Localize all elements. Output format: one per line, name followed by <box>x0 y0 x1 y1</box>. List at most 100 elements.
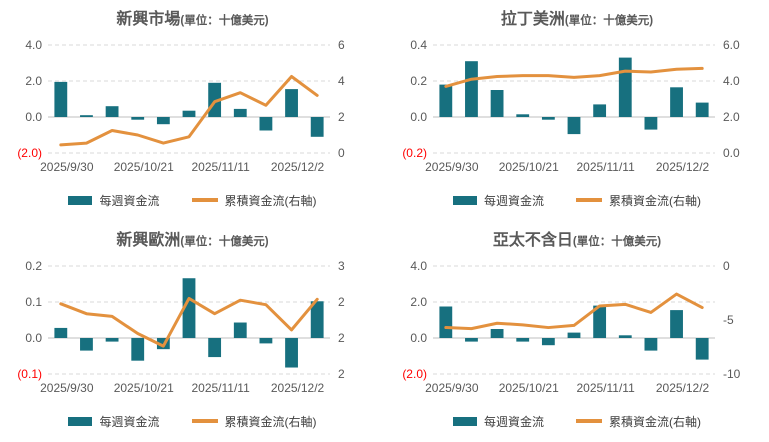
weekly-flow-bar <box>670 87 683 117</box>
left-axis-tick-label: 0.1 <box>25 295 42 309</box>
weekly-flow-bar <box>516 114 530 117</box>
weekly-flow-bar <box>567 117 581 135</box>
right-axis-tick-label: -10 <box>723 367 741 381</box>
weekly-flow-bar <box>695 102 709 117</box>
bar-legend-label: 每週資金流 <box>99 414 160 429</box>
legend: 每週資金流 累積資金流(右軸) <box>385 187 769 213</box>
line-legend-label: 累積資金流(右軸) <box>609 193 701 208</box>
weekly-flow-bar <box>233 322 247 338</box>
left-axis-tick-label: (2.0) <box>402 367 427 381</box>
right-axis-tick-label: 2 <box>338 295 345 309</box>
right-axis-tick-label: 3 <box>338 259 345 273</box>
right-axis-tick-label: 2 <box>338 367 345 381</box>
weekly-flow-bar <box>156 117 170 125</box>
left-axis-tick-label: 4.0 <box>25 38 42 52</box>
weekly-flow-bar <box>310 301 324 338</box>
cumulative-flow-line <box>59 296 319 348</box>
bar-legend-swatch <box>68 416 93 426</box>
right-axis-tick-label: 0 <box>723 259 730 273</box>
left-axis-tick-label: 0.0 <box>410 331 427 345</box>
left-axis-tick-label: 2.0 <box>410 295 427 309</box>
right-axis-tick-label: 2 <box>338 331 345 345</box>
weekly-flow-bar <box>541 117 555 120</box>
x-axis-label: 2025/9/30 <box>425 381 479 395</box>
weekly-flow-bar <box>259 117 273 131</box>
line-legend-swatch <box>191 198 218 202</box>
right-axis-tick-label: 0.0 <box>723 146 740 160</box>
x-axis-label: 2025/12/2 <box>656 160 710 174</box>
weekly-flow-bar <box>618 57 632 117</box>
right-axis-tick-label: 6 <box>338 38 345 52</box>
plot-area: 0.4 0.2 0.0 (0.2) 6.0 4.0 2.0 0.0 2025/9/30 2025/… <box>402 38 740 174</box>
bar-legend-label: 每週資金流 <box>483 414 544 429</box>
weekly-flow-bar <box>490 329 504 338</box>
right-axis-tick-label: 2.0 <box>723 110 740 124</box>
left-axis-tick-label: 0.0 <box>410 110 427 124</box>
weekly-flow-bar <box>593 305 607 338</box>
chart-latin-america: 拉丁美洲(單位：十億美元) 0.4 0.2 0.0 (0.2) 6.0 4.0 2.0 0.0… <box>385 0 769 221</box>
weekly-flow-bar <box>593 104 607 117</box>
right-axis-tick-label: 4.0 <box>723 74 740 88</box>
weekly-flow-bar <box>131 117 145 120</box>
weekly-flow-bar <box>439 84 453 117</box>
plot-area: 4.0 2.0 0.0 (2.0) 0 -5 -10 2025/9/30 2025/10/21 2… <box>402 259 741 395</box>
weekly-flow-bar <box>259 338 273 344</box>
line-legend-swatch <box>576 419 602 423</box>
weekly-flow-bar <box>644 117 658 130</box>
x-axis-label: 2025/11/11 <box>576 160 635 174</box>
chart-title-unit: (單位：十億美元) <box>572 236 662 248</box>
weekly-flow-bar <box>618 335 632 338</box>
line-legend-swatch <box>576 198 602 202</box>
left-axis-tick-label: 0.2 <box>410 74 427 88</box>
weekly-flow-bar <box>490 90 504 117</box>
weekly-flow-bar <box>233 108 247 117</box>
right-axis-tick-label: 6.0 <box>723 38 740 52</box>
x-axis-label: 2025/12/2 <box>271 381 325 395</box>
chart-title-unit: (單位：十億美元) <box>180 236 269 248</box>
weekly-flow-bar <box>80 338 93 351</box>
weekly-flow-bar <box>465 338 478 342</box>
x-axis-label: 2025/9/30 <box>40 381 94 395</box>
bar-legend-swatch <box>452 195 477 205</box>
right-axis-tick-label: 0 <box>338 146 345 160</box>
x-axis-label: 2025/11/11 <box>576 381 635 395</box>
x-axis-label: 2025/10/21 <box>499 160 559 174</box>
left-axis-tick-label: (0.2) <box>402 146 427 160</box>
weekly-flow-bar <box>208 338 222 358</box>
line-legend-swatch <box>191 419 218 423</box>
weekly-flow-bar <box>182 278 196 338</box>
weekly-flow-bar <box>54 327 68 338</box>
weekly-flow-bar <box>541 338 555 346</box>
left-axis-tick-label: 2.0 <box>25 74 42 88</box>
weekly-flow-bar <box>105 106 119 117</box>
cumulative-flow-line <box>59 75 319 147</box>
x-axis-label: 2025/9/30 <box>425 160 479 174</box>
left-axis-tick-label: 0.0 <box>25 331 42 345</box>
chart-title: 拉丁美洲(單位：十億美元) <box>385 7 769 37</box>
weekly-flow-bar <box>567 332 581 338</box>
left-axis-tick-label: 4.0 <box>410 259 427 273</box>
chart-title-unit: (單位：十億美元) <box>564 15 654 27</box>
line-legend-label: 累積資金流(右軸) <box>224 414 317 429</box>
chart-title: 新興歐洲(單位：十億美元) <box>0 228 385 258</box>
chart-title-text: 新興市場 <box>116 11 181 28</box>
chart-title-text: 亞太不含日 <box>492 232 573 249</box>
right-axis-tick-label: -5 <box>723 313 734 327</box>
right-axis-tick-label: 2 <box>338 110 345 124</box>
x-axis-label: 2025/10/21 <box>114 160 174 174</box>
legend: 每週資金流 累積資金流(右軸) <box>0 408 385 434</box>
weekly-flow-bar <box>54 81 68 117</box>
chart-title-text: 拉丁美洲 <box>500 11 565 28</box>
right-axis-tick-label: 4 <box>338 74 345 88</box>
weekly-flow-bar <box>644 338 658 351</box>
legend: 每週資金流 累積資金流(右軸) <box>0 187 385 213</box>
bar-legend-swatch <box>452 416 477 426</box>
left-axis-tick-label: 0.0 <box>25 110 42 124</box>
legend: 每週資金流 累積資金流(右軸) <box>385 408 769 434</box>
x-axis-label: 2025/12/2 <box>271 160 325 174</box>
line-legend-label: 累積資金流(右軸) <box>609 414 701 429</box>
left-axis-tick-label: (0.1) <box>17 367 42 381</box>
x-axis-label: 2025/9/30 <box>40 160 94 174</box>
x-axis-label: 2025/10/21 <box>114 381 174 395</box>
